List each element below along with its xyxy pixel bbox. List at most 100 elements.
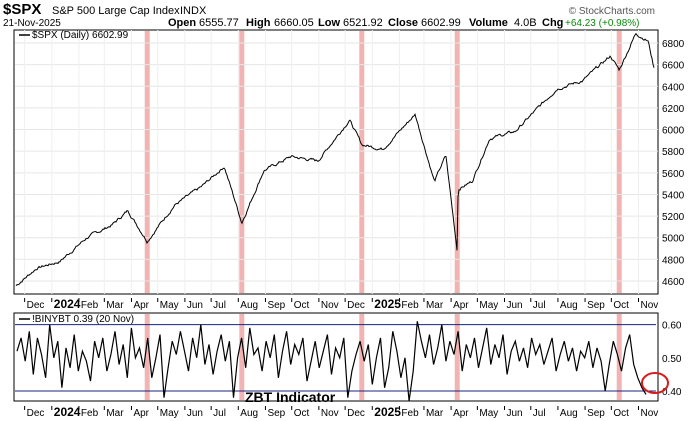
price-x-tick-label: May <box>479 300 498 311</box>
high-label: High <box>246 17 271 29</box>
indicator-y-tick-label: 0.60 <box>662 321 682 332</box>
price-y-tick-label: 6600 <box>662 61 685 72</box>
indicator-x-tick-label: Jun <box>507 408 523 419</box>
price-series-line <box>15 32 655 286</box>
indicator-y-tick-label: 0.50 <box>662 354 682 365</box>
price-panel: 4600 4800 5000 5200 5400 5600 5800 6000 6200 6400… <box>13 29 685 295</box>
price-x-tick-label: Jul <box>213 300 226 311</box>
indicator-x-tick-label: Nov <box>640 408 658 419</box>
high-value: 6660.05 <box>274 17 314 29</box>
price-x-tick-label: Jun <box>507 300 523 311</box>
indicator-x-tick-label: May <box>160 408 179 419</box>
indicator-legend: !BINYBT 0.39 (20 Nov) <box>32 314 134 325</box>
indicator-highlight-band-2 <box>359 314 365 400</box>
highlight-band-3 <box>454 31 460 293</box>
price-y-tick-label: 4600 <box>662 277 685 288</box>
indicator-x-tick-label: Jun <box>187 408 203 419</box>
price-y-tick-label: 5200 <box>662 212 685 223</box>
price-x-tick-label: Aug <box>560 300 578 311</box>
price-x-axis: Dec 2024 Feb Mar Apr May Jun Jul Aug Sep Oct Nov Dec… <box>24 297 658 311</box>
indicator-x-tick-label: Jul <box>213 408 226 419</box>
volume-label: Volume <box>469 17 508 29</box>
indicator-panel: 0.40 0.50 0.60 !BINYBT 0.39 (20 Nov) ZBT I… <box>13 312 682 405</box>
indicator-x-tick-label: May <box>479 408 498 419</box>
price-x-tick-label: Mar <box>426 300 444 311</box>
indicator-x-tick-label: Dec <box>27 408 45 419</box>
indicator-x-tick-label: Feb <box>81 408 99 419</box>
indicator-x-tick-label: Nov <box>321 408 339 419</box>
low-label: Low <box>318 17 340 29</box>
chg-value: +64.23 (+0.98%) <box>565 18 640 29</box>
price-x-tick-label: Mar <box>106 300 124 311</box>
indicator-x-tick-label: Jul <box>533 408 546 419</box>
watermark: © StockCharts.com <box>569 6 655 17</box>
last-value-circle <box>641 372 669 394</box>
price-y-ticks: 4600 4800 5000 5200 5400 5600 5800 6000 6200 6400… <box>662 39 685 288</box>
header-exchange: INDX <box>180 5 207 17</box>
price-y-tick-label: 6800 <box>662 39 685 50</box>
close-value: 6602.99 <box>421 17 461 29</box>
indicator-x-tick-label: 2024 <box>54 405 81 419</box>
price-y-tick-label: 6400 <box>662 82 685 93</box>
price-x-tick-label: Oct <box>613 300 629 311</box>
indicator-x-tick-label: Dec <box>347 408 365 419</box>
indicator-x-tick-label: Apr <box>133 408 149 419</box>
highlight-band-0 <box>144 31 150 293</box>
indicator-x-tick-label: Aug <box>240 408 258 419</box>
open-label: Open <box>168 17 196 29</box>
indicator-x-tick-label: Mar <box>426 408 444 419</box>
price-x-tick-label: Nov <box>321 300 339 311</box>
price-y-tick-label: 6000 <box>662 126 685 137</box>
price-x-tick-label: Jun <box>187 300 203 311</box>
indicator-y-ticks: 0.40 0.50 0.60 <box>662 321 682 398</box>
price-x-tick-label: Feb <box>81 300 99 311</box>
indicator-x-tick-label: Mar <box>106 408 124 419</box>
price-y-tick-label: 4800 <box>662 255 685 266</box>
price-y-tick-label: 6200 <box>662 104 685 115</box>
indicator-series-line <box>16 321 647 402</box>
price-y-tick-label: 5800 <box>662 147 685 158</box>
indicator-x-tick-label: Feb <box>401 408 419 419</box>
price-x-tick-label: Sep <box>587 300 605 311</box>
indicator-x-axis: Dec 2024 Feb Mar Apr May Jun Jul Aug Sep Oct Nov Dec… <box>24 405 658 419</box>
highlight-band-4 <box>616 31 622 293</box>
close-label: Close <box>388 17 418 29</box>
price-x-tick-label: 2024 <box>54 297 81 311</box>
indicator-x-tick-label: Apr <box>453 408 469 419</box>
low-value: 6521.92 <box>343 17 383 29</box>
header-name: S&P 500 Large Cap Index <box>52 5 180 17</box>
open-value: 6555.77 <box>199 17 239 29</box>
indicator-x-tick-label: Sep <box>267 408 285 419</box>
indicator-highlight-band-4 <box>616 314 622 400</box>
indicator-x-tick-label: Oct <box>613 408 629 419</box>
indicator-x-tick-label: Sep <box>587 408 605 419</box>
price-x-tick-label: Aug <box>240 300 258 311</box>
price-x-tick-label: Oct <box>294 300 310 311</box>
highlight-band-1 <box>239 31 245 293</box>
indicator-highlight-band-0 <box>144 314 150 400</box>
price-x-tick-label: Dec <box>347 300 365 311</box>
price-x-tick-label: Feb <box>401 300 419 311</box>
indicator-highlights <box>144 314 622 400</box>
price-x-tick-label: Apr <box>453 300 469 311</box>
header-symbol: $SPX <box>3 1 41 18</box>
indicator-x-tick-label: Aug <box>560 408 578 419</box>
indicator-x-tick-label: Oct <box>294 408 310 419</box>
indicator-highlight-band-1 <box>239 314 245 400</box>
price-x-tick-label: Jul <box>533 300 546 311</box>
price-x-tick-label: Nov <box>640 300 658 311</box>
chg-label: Chg <box>542 17 563 29</box>
volume-value: 4.0B <box>514 17 537 29</box>
price-x-tick-label: May <box>160 300 179 311</box>
price-y-tick-label: 5400 <box>662 190 685 201</box>
highlight-band-2 <box>359 31 365 293</box>
indicator-x-tick-label: 2025 <box>374 405 401 419</box>
price-y-tick-label: 5000 <box>662 234 685 245</box>
indicator-highlight-band-3 <box>454 314 460 400</box>
price-highlights <box>144 31 622 293</box>
price-x-tick-label: Sep <box>267 300 285 311</box>
price-legend: $SPX (Daily) 6602.99 <box>32 30 129 41</box>
price-x-tick-label: Apr <box>133 300 149 311</box>
zbt-annotation: ZBT Indicator <box>245 389 336 405</box>
